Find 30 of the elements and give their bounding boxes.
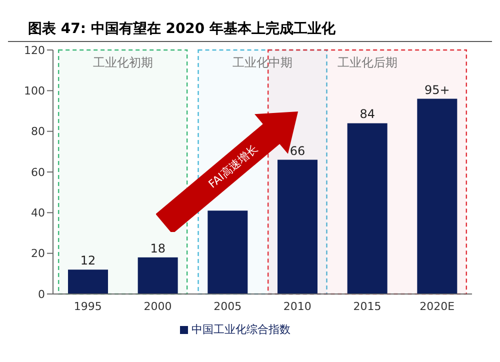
bar: [208, 210, 248, 294]
text: 66: [290, 144, 306, 158]
y-tick-label: 100: [24, 84, 45, 98]
text: 12: [80, 254, 96, 268]
x-tick-label: 2010: [283, 300, 312, 313]
x-tick-label: 2005: [214, 300, 242, 313]
x-tick-label: 2020E: [420, 300, 455, 313]
band-label: 工业化初期: [92, 56, 153, 70]
annotation: FAI高速增长: [206, 142, 260, 191]
y-tick-label: 40: [31, 206, 45, 220]
band-label: 工业化中期: [232, 56, 292, 70]
bar: [68, 270, 108, 294]
legend-label: 中国工业化综合指数: [192, 323, 290, 336]
text: 84: [360, 107, 375, 122]
band-label: 工业化后期: [337, 56, 398, 70]
bar: [347, 123, 388, 294]
bar: [417, 98, 458, 294]
y-tick-label: 80: [31, 125, 45, 138]
y-tick-label: 120: [24, 44, 45, 57]
x-tick-label: 2015: [353, 300, 382, 313]
y-tick-label: 0: [38, 288, 45, 301]
x-tick-label: 2000: [144, 300, 172, 313]
y-tick-label: 60: [31, 166, 45, 179]
text: 95+: [424, 82, 450, 97]
x-tick-label: 1995: [74, 300, 102, 313]
y-tick-label: 20: [31, 247, 45, 260]
bar: [278, 160, 318, 294]
chart-title: 图表 47: 中国有望在 2020 年基本上完成工业化: [8, 8, 492, 42]
bar: [138, 257, 178, 294]
text: 18: [150, 241, 166, 256]
